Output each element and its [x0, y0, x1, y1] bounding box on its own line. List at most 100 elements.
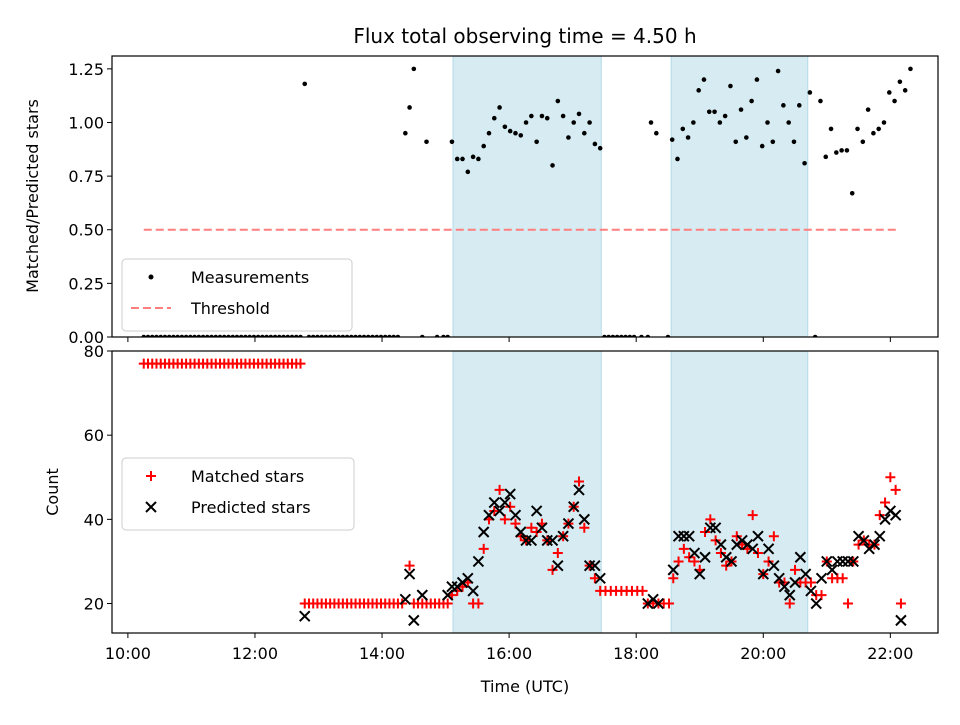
measurement-point: [669, 137, 675, 142]
measurement-point: [871, 130, 876, 136]
predicted-stars-point: [683, 530, 695, 542]
predicted-stars-point: [578, 513, 591, 526]
top-y-axis-label: Matched/Predicted stars: [23, 99, 42, 293]
predicted-stars-point: [773, 572, 785, 584]
measurement-point: [733, 139, 739, 145]
measurement-point: [481, 143, 487, 149]
matched-stars-point: [784, 598, 795, 609]
predicted-stars-point: [536, 522, 548, 534]
y-tick-label: 0.25: [68, 274, 104, 293]
predicted-stars-point: [810, 597, 822, 610]
measurement-point: [587, 120, 592, 125]
bottom-axes-frame: [111, 350, 939, 634]
x-tick-label: 10:00: [105, 644, 151, 663]
matched-stars-point: [664, 598, 675, 609]
legend-label: Threshold: [190, 299, 270, 318]
predicted-stars-point: [789, 576, 801, 589]
measurement-point: [529, 113, 534, 119]
predicted-stars-point: [525, 534, 538, 547]
measurement-point: [576, 111, 582, 117]
predicted-stars-point: [826, 564, 838, 576]
measurement-point: [302, 81, 308, 87]
measurement-point: [796, 103, 802, 108]
measurement-point: [775, 68, 781, 74]
measurement-point: [685, 135, 691, 140]
measurement-point: [834, 150, 839, 155]
predicted-stars-point: [589, 559, 601, 572]
measurement-point: [712, 109, 717, 115]
predicted-stars-point: [483, 509, 495, 521]
measurement-point: [454, 156, 460, 162]
measurement-point: [539, 113, 545, 119]
measurement-point: [744, 135, 749, 140]
measurement-point: [759, 143, 765, 149]
predicted-stars-point: [768, 559, 780, 572]
matched-stars-point: [805, 577, 816, 588]
shaded-interval: [452, 350, 602, 634]
measurement-point: [844, 148, 850, 153]
matched-stars-point: [747, 510, 758, 521]
measurement-point: [696, 88, 701, 93]
measurement-point: [897, 79, 903, 85]
matched-stars-point: [837, 573, 848, 584]
measurement-point: [786, 120, 791, 125]
predicted-stars-point: [709, 522, 722, 534]
measurement-point: [507, 128, 513, 134]
matched-stars-point: [890, 484, 901, 495]
measurement-point: [828, 126, 834, 132]
x-tick-label: 12:00: [232, 644, 278, 663]
y-tick-label: 80: [84, 342, 104, 361]
matched-stars-point: [705, 514, 716, 525]
predicted-stars-point: [725, 555, 738, 568]
predicted-stars-point: [477, 526, 490, 538]
predicted-stars-point: [462, 572, 474, 584]
measurement-point: [876, 126, 881, 132]
measurement-point: [424, 139, 429, 145]
predicted-stars-point: [799, 568, 812, 580]
matched-stars-point: [689, 556, 700, 567]
x-tick-label: 18:00: [613, 644, 659, 663]
y-tick-label: 1.00: [68, 113, 104, 132]
matched-stars-point: [637, 585, 648, 596]
predicted-stars-point: [889, 509, 902, 521]
matched-stars-point: [478, 543, 489, 554]
predicted-stars-point: [504, 488, 516, 500]
measurement-point: [881, 120, 887, 125]
predicted-stars-point: [557, 530, 569, 542]
measurement-point: [770, 139, 776, 145]
measurement-point: [860, 139, 866, 145]
measurement-point: [513, 130, 518, 136]
y-tick-label: 0.50: [68, 221, 104, 240]
measurement-point: [908, 66, 913, 72]
predicted-stars-point: [874, 530, 886, 542]
predicted-stars-point: [805, 585, 817, 597]
predicted-stars-point: [467, 585, 479, 597]
legend-label: Matched stars: [191, 467, 304, 486]
predicted-stars-point: [694, 568, 706, 580]
predicted-stars-point: [715, 538, 727, 551]
x-tick-label: 16:00: [486, 644, 532, 663]
predicted-stars-point: [416, 589, 428, 601]
x-tick-label: 22:00: [867, 644, 913, 663]
measurement-point: [592, 141, 598, 147]
top-panel: 0.00 0.25 0.50 0.75 1.00 1.25 Measurements Thre…: [68, 55, 939, 347]
top-legend: Measurements Threshold: [121, 258, 353, 332]
measurement-point: [722, 113, 728, 119]
matched-stars-point: [880, 497, 891, 508]
predicted-stars-point: [879, 513, 891, 526]
measurement-point: [582, 130, 587, 136]
legend-label: Predicted stars: [191, 498, 311, 517]
x-tick-label: 14:00: [359, 644, 405, 663]
measurement-point: [717, 120, 723, 125]
predicted-stars-point: [299, 610, 311, 622]
predicted-stars-point: [699, 551, 711, 563]
predicted-stars-point: [831, 555, 844, 568]
measurement-point: [680, 126, 686, 132]
measurement-point: [839, 148, 844, 153]
y-tick-label: 60: [84, 426, 104, 445]
measurement-point: [550, 163, 555, 168]
measurement-point: [597, 145, 603, 151]
measurement-point: [849, 190, 855, 196]
matched-stars-point: [494, 484, 505, 495]
y-tick-label: 0.75: [68, 167, 104, 186]
